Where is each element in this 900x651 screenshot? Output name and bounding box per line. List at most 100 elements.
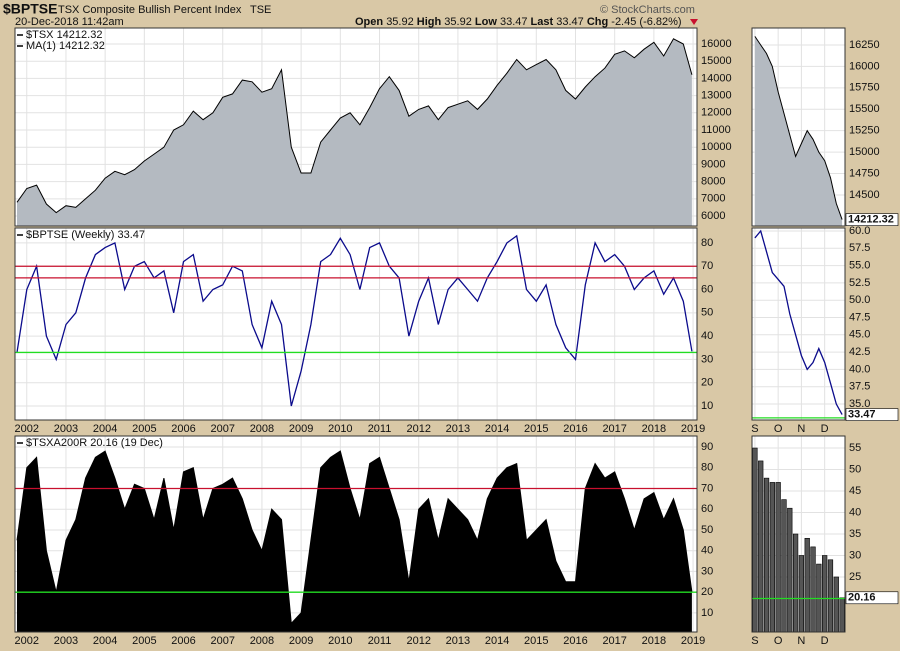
y-tick-label: 25 [849,571,861,583]
area-line [16,450,693,625]
bar [822,555,828,633]
down-arrow [690,19,698,25]
panel-border [14,435,698,633]
quote-value: 33.47 [500,16,528,28]
symbol: $BPTSE [3,1,57,17]
x-tick-label: 2009 [289,635,313,647]
y-tick-label: 60 [701,283,713,295]
y-tick-label: 70 [701,482,713,494]
x-tick-label: D [821,423,829,435]
quote-value: 35.92 [386,16,414,28]
y-tick-label: 42.5 [849,346,870,358]
y-tick-label: 30 [701,353,713,365]
y-tick-label: 70 [701,260,713,272]
y-tick-label: 10000 [701,141,732,153]
panel-border [751,227,846,421]
area-line [754,36,843,220]
y-tick-label: 35.0 [849,398,870,410]
y-tick-label: 90 [701,441,713,453]
bar [798,555,805,633]
legend-label: $BPTSE (Weekly) 33.47 [26,229,145,241]
bar [804,537,810,633]
y-tick-label: 15250 [849,125,880,137]
x-tick-label: D [821,635,829,647]
panel [15,228,697,420]
x-tick-label: O [774,423,783,435]
x-tick-label: O [774,635,783,647]
bar [775,482,781,633]
x-tick-label: S [751,423,758,435]
y-tick-label: 16000 [701,38,732,50]
x-tick-label: 2007 [210,423,234,435]
x-tick-label: 2009 [289,423,313,435]
y-tick-label: 10 [701,400,713,412]
x-tick-label: 2011 [368,635,392,647]
x-tick-label: 2006 [171,635,195,647]
y-tick-label: 11000 [701,124,731,136]
y-tick-label: 50 [849,463,861,475]
y-tick-label: 47.5 [849,311,870,323]
x-tick-label: 2010 [328,635,352,647]
bar [758,460,764,633]
x-tick-label: 2012 [406,635,430,647]
area-fill [16,451,692,632]
x-tick-label: 2002 [15,635,39,647]
y-tick-label: 16000 [849,60,880,72]
y-tick-label: 14750 [849,167,880,179]
area-fill [16,38,692,226]
y-tick-label: 55.0 [849,259,870,271]
x-tick-label: 2010 [328,423,352,435]
x-tick-label: 2016 [563,635,587,647]
bar [810,546,816,633]
bar [769,482,775,633]
x-tick-label: S [751,635,758,647]
x-tick-label: 2007 [210,635,234,647]
last-value-box [845,591,899,605]
bar [787,507,793,633]
quote: Open 35.92 High 35.92 Low 33.47 Last 33.… [355,16,682,28]
bar [752,447,758,633]
y-tick-label: 6000 [701,210,725,222]
bar [839,597,845,633]
y-tick-label: 45 [849,485,861,497]
y-tick-label: 15750 [849,82,880,94]
y-tick-label: 52.5 [849,277,870,289]
y-tick-label: 20 [701,377,713,389]
quote-label: High [417,16,442,28]
y-tick-label: 8000 [701,176,725,188]
x-tick-label: 2003 [54,635,78,647]
last-value-box [845,408,899,421]
bar [827,559,834,633]
y-tick-label: 15000 [849,146,880,158]
x-tick-label: 2012 [406,423,430,435]
index-name: TSX Composite Bullish Percent Index [58,4,242,16]
x-tick-label: 2016 [563,423,587,435]
x-tick-label: 2008 [250,635,274,647]
x-tick-label: 2017 [602,635,626,647]
quote-value: 35.92 [444,16,472,28]
line [754,229,843,415]
x-tick-label: 2018 [642,635,666,647]
y-tick-label: 57.5 [849,242,870,254]
last-value-box [845,213,899,226]
y-tick-label: 16250 [849,39,880,51]
y-tick-label: 80 [701,462,713,474]
y-tick-label: 50 [701,307,713,319]
y-tick-label: 20 [701,586,713,598]
exchange: TSE [250,4,271,16]
quote-label: Open [355,16,383,28]
y-tick-label: 35 [849,528,861,540]
y-tick-label: 50 [701,524,713,536]
panel-border [751,435,846,633]
x-tick-label: N [797,635,805,647]
quote-label: Chg [587,16,608,28]
x-tick-label: 2013 [446,423,470,435]
y-tick-label: 12000 [701,107,732,119]
y-tick-label: 40 [849,506,861,518]
panel-border [751,27,846,227]
y-tick-label: 40 [701,330,713,342]
bar [792,533,799,633]
panel-border [14,227,698,421]
legend-label: $TSX 14212.32 [26,29,102,41]
